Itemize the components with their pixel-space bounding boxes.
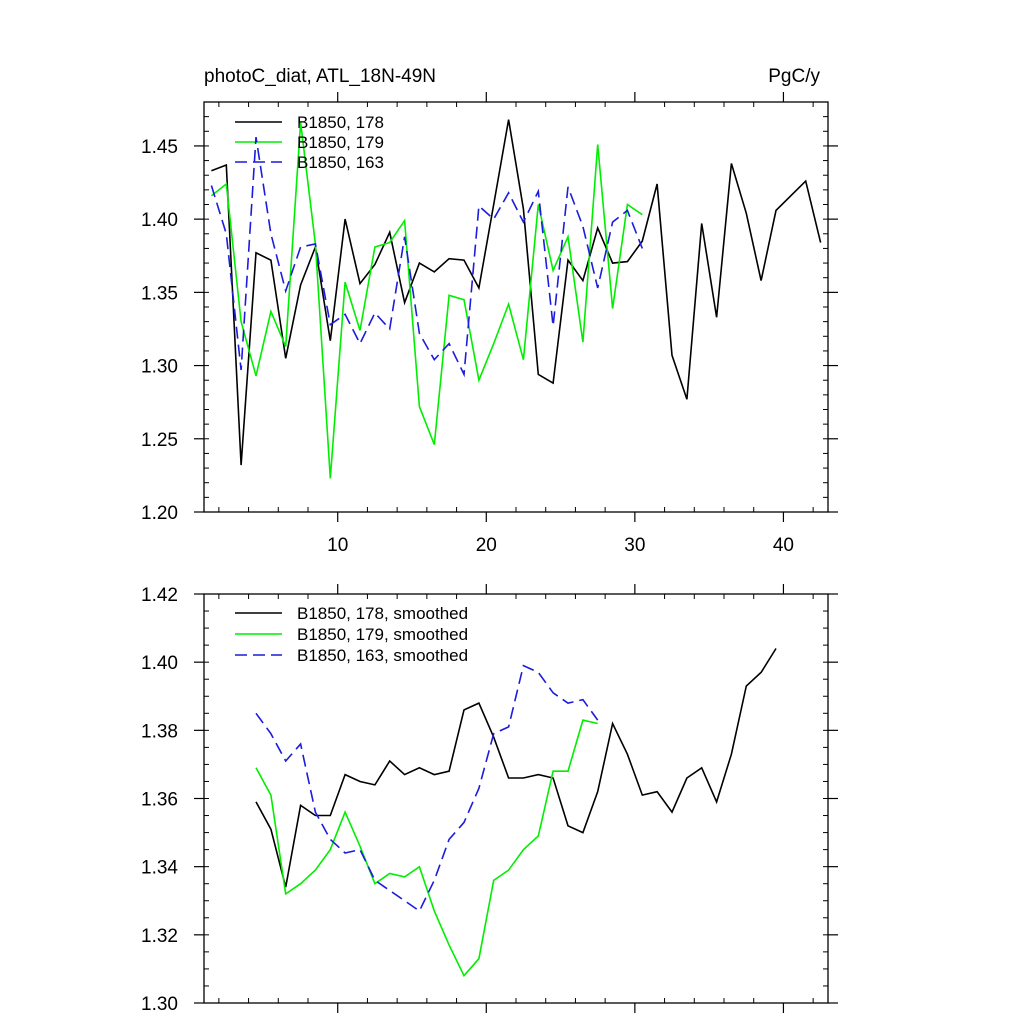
y-tick-label: 1.35 [141, 283, 178, 304]
chart-title: photoC_diat, ATL_18N-49N [204, 66, 436, 87]
series-line-2 [255, 664, 599, 913]
y-tick-label: 1.42 [141, 585, 178, 606]
y-tick-label: 1.20 [141, 503, 178, 524]
plot-top: 10 20 30 40 1.20 1.25 1.30 1.35 1.40 1.45 photoC_d… [141, 66, 838, 556]
x-tick-label: 30 [624, 535, 645, 556]
series-line-2 [210, 136, 644, 378]
y-tick-label: 1.36 [141, 790, 178, 811]
y-tick-label: 1.30 [141, 357, 178, 378]
y-tick-label: 1.45 [141, 137, 178, 158]
legend-label: B1850, 163, smoothed [297, 646, 468, 665]
y-tick-label: 1.25 [141, 430, 178, 451]
y-tick-label: 1.32 [141, 926, 178, 947]
plot-bottom: 1.30 1.32 1.34 1.36 1.38 1.40 1.42 B1850, 178, … [141, 584, 838, 1015]
x-tick-label: 40 [773, 535, 794, 556]
y-tick-label: 1.40 [141, 210, 178, 231]
legend-label: B1850, 179, smoothed [297, 625, 468, 644]
x-tick-label: 20 [476, 535, 497, 556]
series-line-1 [255, 719, 598, 978]
series-line-1 [210, 122, 643, 479]
chart-units: PgC/y [768, 66, 820, 87]
series-line-0 [211, 119, 822, 466]
y-tick-label: 1.30 [141, 994, 178, 1015]
legend-label: B1850, 178 [297, 113, 384, 132]
y-tick-label: 1.34 [141, 858, 178, 879]
x-tick-label: 10 [327, 535, 348, 556]
y-tick-label: 1.38 [141, 721, 178, 742]
y-tick-label: 1.40 [141, 653, 178, 674]
legend-label: B1850, 163 [297, 153, 384, 172]
legend-label: B1850, 178, smoothed [297, 604, 468, 623]
series-line-0 [255, 648, 777, 888]
legend-label: B1850, 179 [297, 133, 384, 152]
